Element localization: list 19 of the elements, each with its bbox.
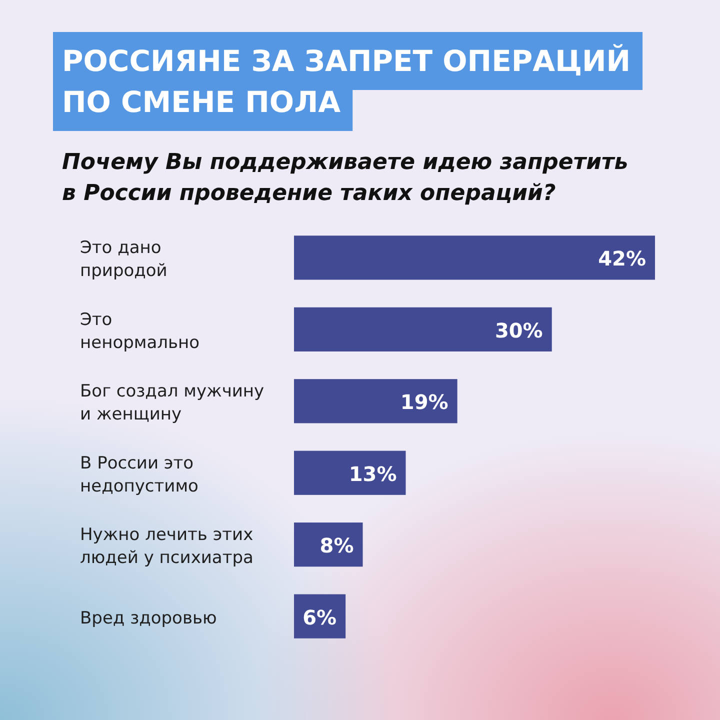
- y-tick-label: Это ненормально: [80, 310, 200, 353]
- data-label: 19%: [400, 390, 448, 414]
- bar: [294, 379, 458, 424]
- y-tick-label: Бог создал мужчину и женщину: [80, 382, 264, 425]
- bar: [294, 236, 655, 280]
- bar: [294, 450, 406, 495]
- bar: [294, 522, 363, 567]
- y-tick-label: Это дано природой: [80, 238, 168, 282]
- chart-subtitle: Почему Вы поддерживаете идею запретить в России проведение таких операций?: [62, 150, 628, 206]
- data-label: 42%: [598, 246, 646, 271]
- data-label: 30%: [494, 318, 543, 342]
- y-tick-label: Вред здоровью: [80, 608, 217, 628]
- data-label: 6%: [302, 605, 337, 630]
- data-label: 13%: [348, 462, 397, 486]
- chart-title: РОССИЯНЕ ЗА ЗАПРЕТ ОПЕРАЦИЙ ПО СМЕНЕ ПОЛА: [62, 44, 631, 119]
- bar: [294, 307, 552, 352]
- y-tick-label: Нужно лечить этих людей у психиатра: [80, 525, 254, 568]
- y-tick-label: В России это недопустимо: [80, 453, 198, 496]
- data-label: 8%: [320, 534, 354, 558]
